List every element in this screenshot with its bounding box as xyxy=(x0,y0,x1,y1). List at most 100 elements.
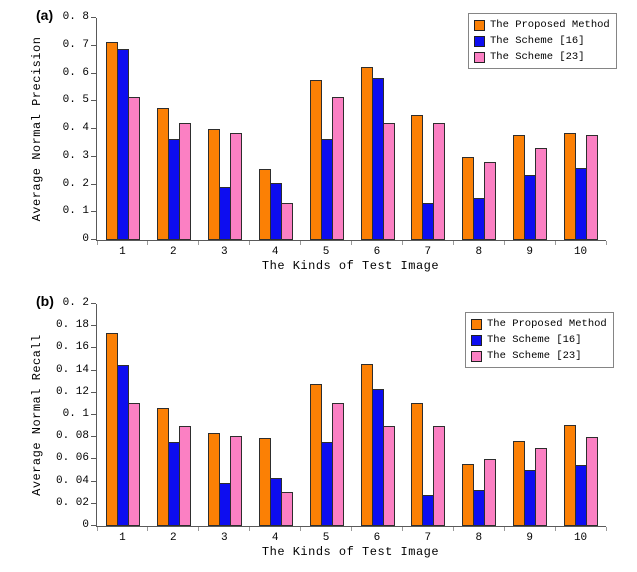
x-tick xyxy=(554,241,556,245)
legend-swatch-scheme-23 xyxy=(474,51,485,63)
plot-area: 0 0. 1 0. 2 0. 3 0. 4 0. 5 0. 6 0. 7 0. 8 1 2 3 4 5 6 7… xyxy=(63,11,607,258)
legend-label: The Scheme [16] xyxy=(487,334,582,346)
x-tick xyxy=(452,527,454,531)
legend-item-scheme-16: The Scheme [16] xyxy=(471,332,607,348)
legend-item-scheme-23: The Scheme [23] xyxy=(471,348,607,364)
x-tick xyxy=(249,527,251,531)
y-tick xyxy=(91,347,96,349)
x-tick-label: 10 xyxy=(573,246,588,258)
x-tick-label: 1 xyxy=(119,246,126,258)
x-tick-label: 3 xyxy=(220,246,228,258)
chart-panel-b: (b) Average Normal Recall 0 0. 02 0. 04 0. … xyxy=(0,286,637,572)
x-tick-label: 8 xyxy=(475,246,483,258)
bar xyxy=(128,97,140,240)
y-tick xyxy=(91,414,96,415)
panel-label-b: (b) xyxy=(36,293,54,309)
x-tick xyxy=(300,527,302,531)
x-tick xyxy=(198,241,200,245)
bar xyxy=(229,436,242,526)
y-tick xyxy=(91,17,96,18)
x-tick-label: 8 xyxy=(475,532,483,544)
panel-label-a: (a) xyxy=(36,7,54,23)
y-tick xyxy=(91,391,96,393)
y-tick-label: 0. 4 xyxy=(62,122,89,134)
x-tick xyxy=(147,241,149,245)
legend-swatch-scheme-16 xyxy=(474,35,485,47)
y-tick xyxy=(91,525,96,526)
legend-swatch-scheme-23 xyxy=(471,350,482,362)
bar xyxy=(128,403,140,526)
y-tick xyxy=(91,128,96,129)
y-tick xyxy=(91,480,96,482)
x-tick xyxy=(96,241,98,245)
x-tick-label: 2 xyxy=(170,532,177,544)
y-tick-label: 0. 7 xyxy=(62,38,89,51)
legend-label: The Proposed Method xyxy=(487,318,607,330)
bar xyxy=(411,403,424,526)
bar xyxy=(433,123,446,240)
y-tick-label: 0 xyxy=(82,519,89,531)
x-tick-label: 3 xyxy=(220,532,228,544)
x-tick-label: 10 xyxy=(573,532,588,544)
y-tick-label: 0. 6 xyxy=(62,66,89,79)
x-axis-title: The Kinds of Test Image xyxy=(261,545,440,559)
x-tick-label: 1 xyxy=(119,532,126,544)
y-tick-label: 0 xyxy=(82,233,89,245)
bar xyxy=(331,97,344,240)
plot-area: 0 0. 02 0. 04 0. 06 0. 08 0. 1 0. 12 0. 14 0. 16… xyxy=(56,297,607,544)
x-tick xyxy=(503,241,505,245)
y-tick-label: 0. 5 xyxy=(62,94,89,107)
y-tick xyxy=(91,183,96,185)
legend-swatch-proposed-method xyxy=(474,19,485,31)
x-tick xyxy=(605,527,607,531)
legend-item-proposed-method: The Proposed Method xyxy=(471,316,607,332)
legend: The Proposed Method The Scheme [16] The … xyxy=(465,312,614,368)
y-tick xyxy=(91,436,96,438)
bar xyxy=(382,123,395,240)
bar xyxy=(411,115,424,240)
x-tick-label: 9 xyxy=(526,246,533,258)
y-tick xyxy=(91,72,96,74)
x-tick xyxy=(503,527,505,531)
bar xyxy=(382,426,395,526)
bar xyxy=(484,459,497,526)
x-tick xyxy=(96,527,98,531)
y-tick-label: 0. 06 xyxy=(55,452,89,465)
x-tick-label: 5 xyxy=(322,532,330,544)
x-tick-label: 2 xyxy=(170,246,177,258)
legend-swatch-scheme-16 xyxy=(471,334,482,346)
bar xyxy=(178,426,191,526)
y-tick-label: 0. 12 xyxy=(55,385,89,398)
y-tick xyxy=(91,325,96,327)
y-tick-label: 0. 16 xyxy=(55,341,89,354)
bar xyxy=(207,129,220,240)
bar xyxy=(586,437,599,526)
y-tick-label: 0. 08 xyxy=(55,430,89,443)
x-tick-label: 7 xyxy=(424,246,432,258)
y-tick-label: 0. 1 xyxy=(62,408,89,420)
x-tick xyxy=(300,241,302,245)
x-tick-label: 9 xyxy=(526,532,533,544)
x-tick-label: 6 xyxy=(373,532,381,544)
y-tick-label: 0. 1 xyxy=(62,205,89,218)
bar xyxy=(207,433,220,526)
x-tick xyxy=(401,527,403,531)
x-tick xyxy=(249,241,251,245)
x-tick xyxy=(147,527,149,531)
x-tick-label: 4 xyxy=(271,532,279,544)
x-tick-label: 7 xyxy=(424,532,432,544)
x-tick xyxy=(351,241,352,245)
x-tick xyxy=(401,241,403,245)
y-tick xyxy=(91,369,96,371)
bar xyxy=(535,148,548,240)
chart-panel-a: (a) Average Normal Precision 0 0. 1 0. 2 0.… xyxy=(30,7,617,273)
x-tick xyxy=(198,527,200,531)
y-tick xyxy=(91,100,96,102)
bar xyxy=(280,203,293,240)
legend-label: The Proposed Method xyxy=(490,19,610,31)
y-tick-label: 0. 2 xyxy=(62,177,89,190)
y-tick-label: 0. 14 xyxy=(55,363,89,376)
legend-item-scheme-16: The Scheme [16] xyxy=(474,33,610,49)
y-tick-label: 0. 02 xyxy=(55,496,89,509)
